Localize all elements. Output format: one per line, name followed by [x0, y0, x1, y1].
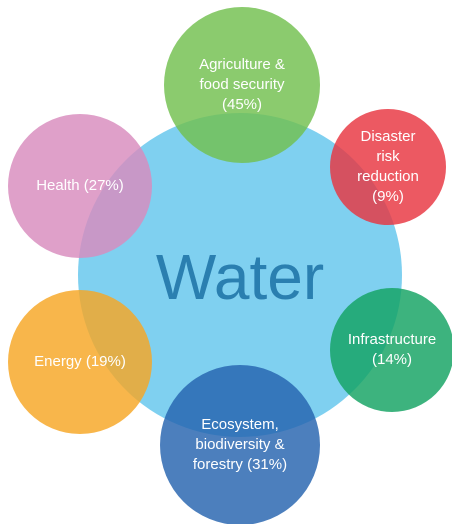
node-label: food security: [199, 76, 285, 93]
node-label: reduction: [357, 168, 419, 185]
node-circle: [8, 290, 152, 434]
node-label: (14%): [372, 351, 412, 368]
node-circle: [330, 288, 452, 412]
node-circle: [330, 109, 446, 225]
node-label: (9%): [372, 188, 404, 205]
node-label: risk: [376, 148, 400, 165]
center-label: Water: [156, 241, 324, 313]
node-label: Health (27%): [36, 177, 124, 194]
node-label: Energy (19%): [34, 353, 126, 370]
node-label: Ecosystem,: [201, 416, 279, 433]
node-circle: [160, 365, 320, 524]
node-label: Agriculture &: [199, 56, 285, 73]
node-label: Disaster: [360, 128, 415, 145]
node-label: Infrastructure: [348, 331, 436, 348]
node-circle: [8, 114, 152, 258]
node-circle: [164, 7, 320, 163]
node-label: biodiversity &: [195, 436, 284, 453]
node-label: forestry (31%): [193, 456, 287, 473]
center-circle: [78, 113, 402, 437]
node-label: (45%): [222, 96, 262, 113]
